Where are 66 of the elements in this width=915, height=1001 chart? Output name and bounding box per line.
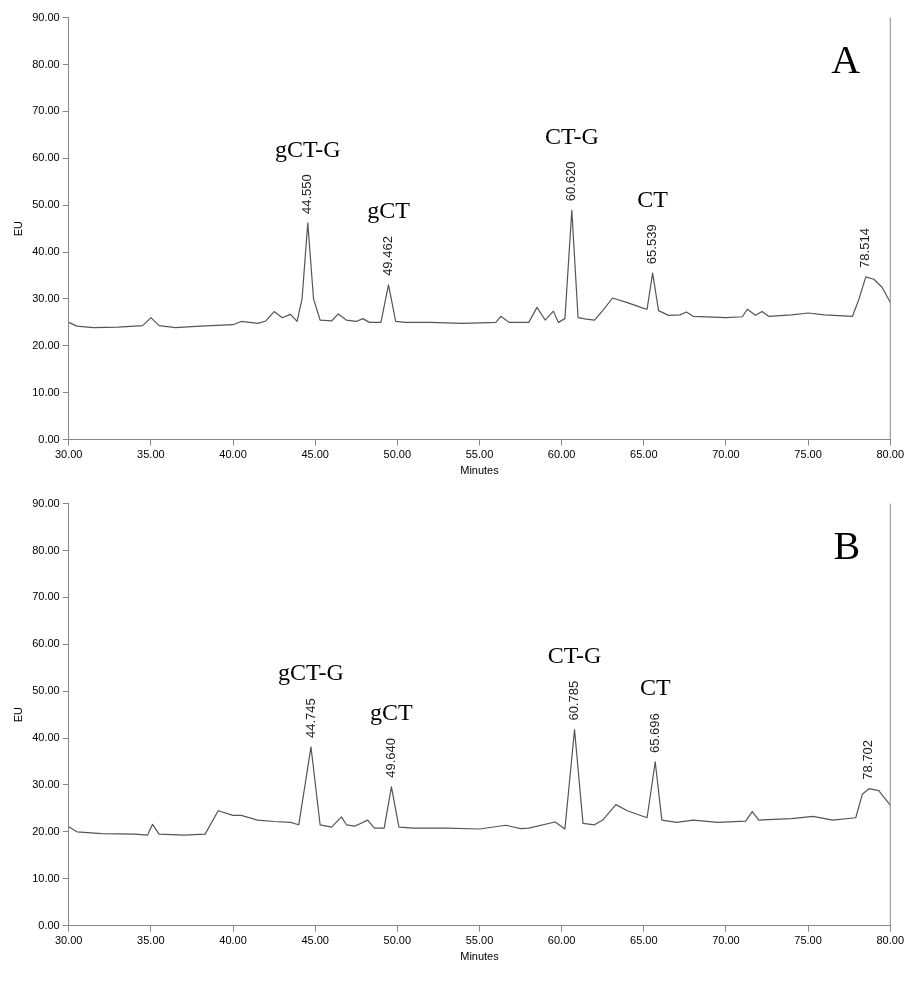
x-tick-label: 55.00 (465, 934, 494, 947)
y-tick-label: 0.00 (38, 918, 60, 931)
x-tick-label: 55.00 (465, 448, 494, 461)
y-tick-label: 90.00 (32, 496, 60, 509)
x-tick-label: 40.00 (219, 448, 247, 461)
annotation: A (831, 37, 861, 83)
annotation: 65.539 (644, 224, 660, 265)
x-tick-label: 60.00 (547, 448, 576, 461)
y-tick-label: 0.00 (38, 432, 60, 445)
y-tick-label: 70.00 (32, 590, 60, 603)
x-tick-label: 50.00 (383, 934, 412, 947)
x-tick-label: 70.00 (712, 448, 740, 461)
y-axis-title: EU (11, 220, 24, 237)
annotation: 44.550 (299, 174, 315, 214)
y-tick-label: 50.00 (32, 684, 60, 697)
y-tick-label: 20.00 (32, 338, 60, 351)
annotation: B (833, 523, 861, 569)
annotation: 78.702 (860, 739, 876, 780)
annotation: CT-G (544, 122, 599, 149)
y-tick-label: 80.00 (32, 543, 60, 556)
annotation: 60.620 (563, 161, 579, 202)
annotation: 78.514 (857, 228, 873, 268)
x-tick-label: 35.00 (137, 448, 165, 461)
annotation: gCT-G (274, 135, 341, 162)
y-tick-label: 70.00 (32, 104, 60, 117)
annotation: gCT (370, 699, 414, 726)
x-tick-label: 80.00 (876, 448, 904, 461)
annotation: 44.745 (302, 698, 318, 738)
x-tick-label: 35.00 (137, 934, 165, 947)
y-tick-label: 60.00 (32, 151, 60, 164)
x-tick-label: 30.00 (54, 448, 83, 461)
x-tick-label: 65.00 (630, 448, 658, 461)
annotation: gCT-G (278, 659, 344, 686)
x-tick-label: 50.00 (383, 448, 412, 461)
x-tick-label: 75.00 (794, 448, 822, 461)
y-tick-label: 60.00 (32, 637, 60, 650)
y-axis-title: EU (11, 706, 24, 723)
x-tick-label: 45.00 (301, 448, 329, 461)
annotation: CT (639, 674, 671, 701)
x-tick-label: 30.00 (54, 934, 83, 947)
y-tick-label: 80.00 (32, 57, 60, 70)
x-tick-label: 65.00 (630, 934, 658, 947)
annotation: 60.785 (566, 680, 582, 721)
x-tick-label: 75.00 (794, 934, 822, 947)
annotation: CT (637, 185, 669, 212)
x-axis-title: Minutes (460, 464, 500, 477)
annotation: gCT (367, 197, 411, 224)
annotation: 65.696 (646, 713, 662, 753)
y-tick-label: 10.00 (32, 385, 60, 398)
y-tick-label: 10.00 (32, 871, 60, 884)
annotation: 49.640 (382, 738, 398, 778)
annotation: 49.462 (380, 236, 396, 276)
x-tick-label: 40.00 (219, 934, 247, 947)
x-tick-label: 60.00 (547, 934, 576, 947)
annotation: CT-G (547, 642, 602, 669)
y-tick-label: 90.00 (32, 10, 60, 23)
y-tick-label: 40.00 (32, 245, 60, 258)
x-tick-label: 70.00 (712, 934, 740, 947)
y-tick-label: 30.00 (32, 291, 60, 304)
x-tick-label: 45.00 (301, 934, 329, 947)
y-tick-label: 20.00 (32, 824, 60, 837)
x-axis-title: Minutes (460, 950, 500, 963)
y-tick-label: 50.00 (32, 198, 60, 211)
y-tick-label: 30.00 (32, 777, 60, 790)
x-tick-label: 80.00 (876, 934, 904, 947)
y-tick-label: 40.00 (32, 731, 60, 744)
